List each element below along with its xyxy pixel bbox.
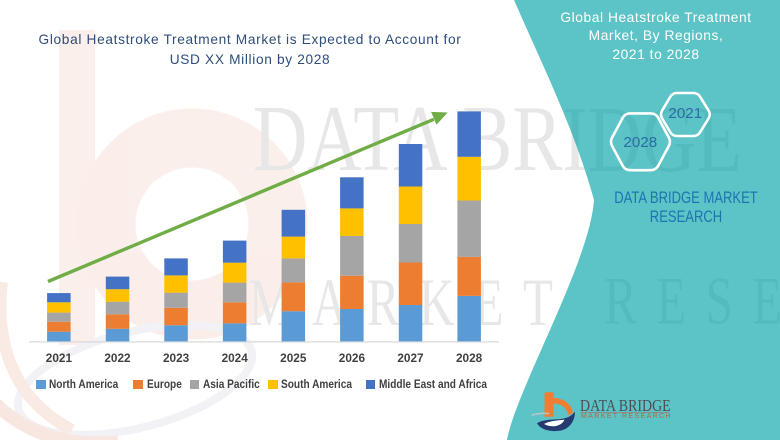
svg-text:MARKET RESEARCH: MARKET RESEARCH: [250, 263, 780, 339]
